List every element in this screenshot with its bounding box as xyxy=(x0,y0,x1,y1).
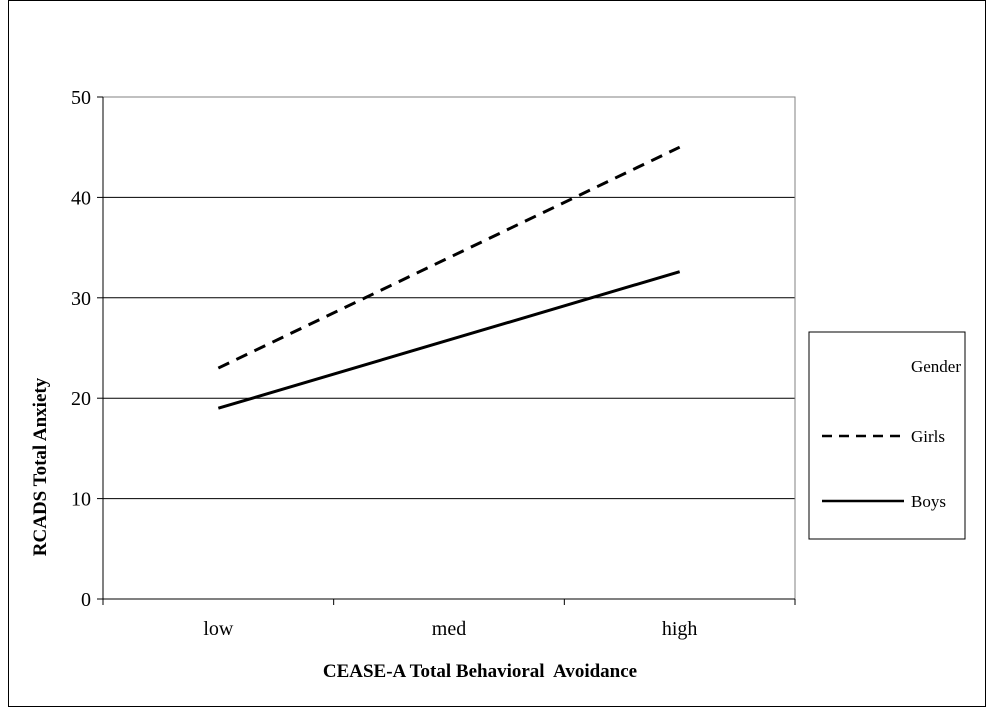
plot-area xyxy=(102,96,796,600)
legend-label-boys: Boys xyxy=(911,492,946,511)
series-lines xyxy=(217,145,681,410)
y-tick-label-50: 50 xyxy=(71,87,91,109)
x-tick-label-med: med xyxy=(432,618,466,640)
y-tick-label-0: 0 xyxy=(81,589,91,611)
gridlines xyxy=(103,196,795,500)
y-axis-ticks: 0 10 20 30 40 50 xyxy=(71,87,103,611)
y-tick-label-30: 30 xyxy=(71,288,91,310)
series-line-girls xyxy=(217,145,681,370)
x-tick-label-low: low xyxy=(203,618,234,640)
y-tick-label-10: 10 xyxy=(71,489,91,511)
y-axis-title: RCADS Total Anxiety xyxy=(30,377,51,556)
y-tick-label-40: 40 xyxy=(71,187,91,209)
legend-title: Gender xyxy=(911,357,961,376)
y-tick-label-20: 20 xyxy=(71,388,91,410)
x-tick-label-high: high xyxy=(662,618,698,640)
x-axis-title: CEASE-A Total Behavioral Avoidance xyxy=(323,661,637,682)
legend-box xyxy=(808,331,966,540)
series-line-boys xyxy=(217,270,681,410)
x-axis-ticks: low med high xyxy=(102,599,796,640)
legend: Gender Girls Boys xyxy=(808,331,966,540)
legend-label-girls: Girls xyxy=(911,427,945,446)
